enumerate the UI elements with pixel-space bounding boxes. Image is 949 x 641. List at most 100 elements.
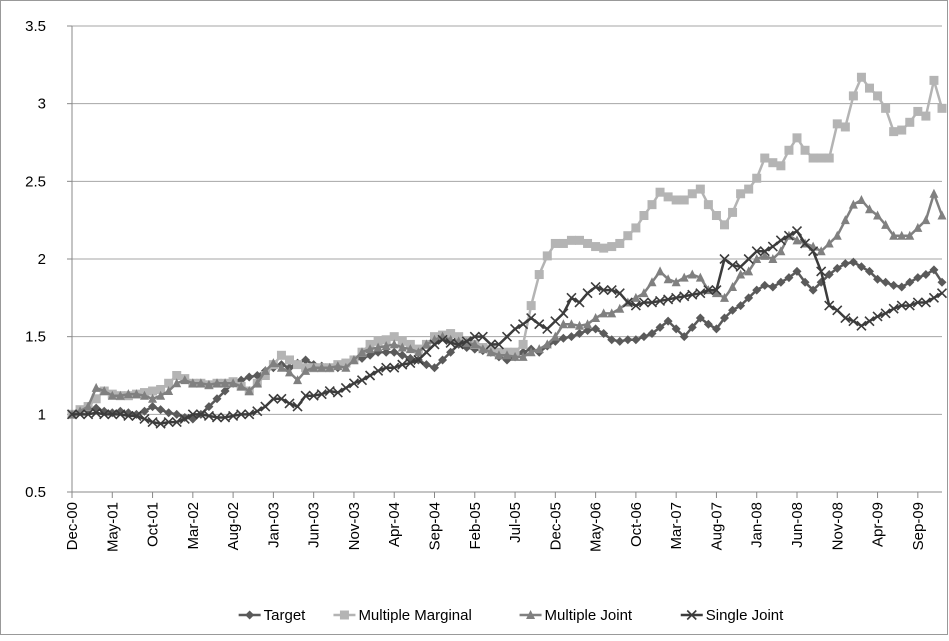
data-point xyxy=(574,297,585,308)
data-point xyxy=(445,337,456,348)
data-point xyxy=(897,230,907,240)
data-point xyxy=(421,347,432,358)
data-point xyxy=(518,339,528,349)
data-point xyxy=(736,269,746,279)
data-point xyxy=(228,378,238,388)
data-point xyxy=(389,339,399,349)
legend-marker xyxy=(526,610,536,619)
data-point xyxy=(920,297,931,308)
data-point xyxy=(623,231,633,241)
data-point xyxy=(139,413,150,425)
data-point xyxy=(929,265,939,275)
data-point xyxy=(848,91,858,101)
data-point xyxy=(356,375,368,386)
data-point xyxy=(131,410,142,421)
data-point xyxy=(606,285,617,296)
data-point xyxy=(623,335,633,345)
data-point xyxy=(598,285,609,296)
data-point xyxy=(429,339,440,350)
x-tick-label: May-06 xyxy=(588,502,605,552)
x-tick-label: Jan-03 xyxy=(265,502,282,548)
data-point xyxy=(509,323,521,334)
data-point xyxy=(438,355,448,365)
data-point xyxy=(365,344,375,354)
x-tick-label: Oct-06 xyxy=(628,502,645,547)
x-tick-label: Nov-03 xyxy=(346,502,363,550)
data-point xyxy=(646,297,658,308)
data-point xyxy=(397,342,407,352)
data-point xyxy=(792,266,802,276)
data-point xyxy=(695,184,705,194)
data-point xyxy=(421,360,431,370)
data-point xyxy=(195,409,206,420)
data-point xyxy=(526,312,537,324)
legend-label: Target xyxy=(264,607,307,624)
data-point xyxy=(728,281,738,291)
data-point xyxy=(172,371,182,380)
x-tick-label: Dec-00 xyxy=(64,502,81,550)
data-point xyxy=(599,308,609,318)
data-point xyxy=(583,319,593,329)
x-tick-label: Dec-05 xyxy=(547,502,564,550)
data-point xyxy=(83,401,93,411)
data-point xyxy=(808,153,818,163)
data-point xyxy=(502,350,512,360)
data-point xyxy=(743,253,754,265)
data-point xyxy=(518,351,528,361)
data-point xyxy=(389,362,400,373)
data-point xyxy=(921,111,931,121)
data-point xyxy=(534,270,544,280)
data-point xyxy=(276,350,286,360)
data-point xyxy=(792,133,802,143)
data-point xyxy=(148,402,158,412)
data-point xyxy=(880,308,891,319)
data-point xyxy=(140,406,149,416)
data-point xyxy=(896,300,907,311)
data-point xyxy=(848,316,859,327)
data-point xyxy=(856,72,866,82)
data-point xyxy=(147,417,158,428)
data-point xyxy=(856,194,866,204)
data-point xyxy=(897,125,907,135)
data-point xyxy=(905,117,915,127)
data-point xyxy=(558,238,568,248)
data-point xyxy=(647,329,657,339)
data-point xyxy=(550,316,561,327)
data-point xyxy=(228,410,239,421)
data-point xyxy=(631,223,641,233)
data-point xyxy=(276,362,286,372)
data-point xyxy=(655,266,665,276)
data-point xyxy=(889,230,899,240)
data-point xyxy=(99,386,109,396)
data-point xyxy=(566,332,576,342)
data-point xyxy=(655,187,665,197)
data-point xyxy=(848,257,858,267)
legend-label: Multiple Joint xyxy=(545,607,633,624)
data-point xyxy=(768,254,778,263)
data-point xyxy=(679,272,689,282)
data-point xyxy=(671,292,682,303)
data-point xyxy=(260,365,270,375)
data-point xyxy=(494,350,504,360)
data-point xyxy=(703,319,713,329)
data-point xyxy=(477,331,488,342)
data-point xyxy=(413,347,423,357)
data-point xyxy=(881,219,891,229)
x-tick-label: Apr-09 xyxy=(870,502,887,547)
data-point xyxy=(550,238,560,248)
y-tick-label: 2.5 xyxy=(25,173,46,190)
data-point xyxy=(872,311,883,322)
legend-label: Single Joint xyxy=(706,607,784,624)
data-point xyxy=(381,335,391,345)
data-point xyxy=(211,412,223,423)
data-point xyxy=(317,362,327,372)
data-point xyxy=(172,409,182,419)
data-point xyxy=(865,204,874,214)
data-point xyxy=(615,303,625,313)
data-point xyxy=(752,254,762,263)
data-point xyxy=(695,313,705,323)
x-tick-label: Mar-07 xyxy=(668,502,685,550)
data-point xyxy=(437,334,448,345)
data-point xyxy=(760,280,770,290)
